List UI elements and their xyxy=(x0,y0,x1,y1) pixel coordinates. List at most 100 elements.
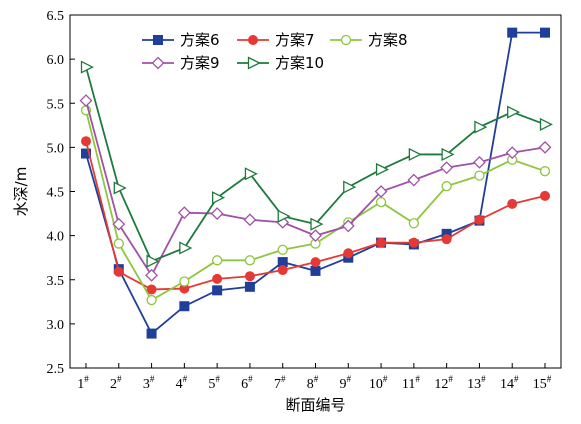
data-point xyxy=(540,190,550,201)
legend-label: 方案8 xyxy=(368,31,408,49)
data-point xyxy=(212,285,223,296)
legend-marker xyxy=(247,56,261,70)
x-tick-suffix: # xyxy=(415,374,420,384)
legend-marker xyxy=(340,34,352,46)
y-tick-label: 3.5 xyxy=(47,274,65,289)
data-point xyxy=(79,94,93,108)
x-tick-suffix: # xyxy=(84,374,89,384)
data-point xyxy=(81,136,91,147)
data-point xyxy=(179,241,193,255)
legend-marker xyxy=(153,35,163,45)
y-tick-label: 3.0 xyxy=(47,318,65,333)
data-point xyxy=(113,181,127,195)
data-point xyxy=(243,213,257,227)
data-point xyxy=(309,229,322,243)
data-point xyxy=(440,161,454,175)
data-point xyxy=(212,273,223,284)
data-point xyxy=(145,268,158,282)
data-point xyxy=(244,255,256,266)
data-point xyxy=(211,255,223,266)
y-tick-label: 4.0 xyxy=(47,230,65,245)
data-point xyxy=(408,237,419,248)
legend-item: 方案10 xyxy=(237,54,324,72)
legend-label: 方案9 xyxy=(180,54,220,72)
data-point xyxy=(473,155,486,169)
data-point xyxy=(211,191,226,205)
data-point xyxy=(375,162,390,176)
data-point xyxy=(407,173,421,187)
data-point xyxy=(474,170,485,181)
y-tick-label: 5.0 xyxy=(47,141,65,156)
data-point xyxy=(474,120,488,134)
data-point xyxy=(505,146,519,160)
legend-label: 方案10 xyxy=(275,54,324,72)
data-point xyxy=(375,196,387,208)
data-point xyxy=(539,117,553,131)
series-layer xyxy=(79,27,553,339)
legend-marker xyxy=(151,56,165,70)
data-point xyxy=(374,185,388,198)
y-tick-label: 6.0 xyxy=(47,53,65,68)
x-tick-suffix: # xyxy=(117,374,122,384)
data-point xyxy=(146,294,157,306)
data-point xyxy=(146,328,157,339)
data-point xyxy=(441,181,452,192)
data-point xyxy=(277,244,288,255)
data-point xyxy=(210,207,224,220)
y-axis-title: 水深/m xyxy=(12,167,30,217)
data-point xyxy=(441,147,455,161)
x-tick-suffix: # xyxy=(183,374,188,384)
data-point xyxy=(244,281,255,292)
x-tick-label: 1# xyxy=(77,374,89,392)
data-point xyxy=(113,238,124,249)
x-tick-suffix: # xyxy=(215,374,220,384)
data-point xyxy=(343,180,357,194)
y-tick-label: 2.5 xyxy=(47,362,65,377)
series-5 xyxy=(80,60,553,268)
x-tick-suffix: # xyxy=(448,374,453,384)
data-point xyxy=(474,214,485,225)
data-point xyxy=(146,254,160,268)
legend-marker xyxy=(248,35,258,45)
data-point xyxy=(441,234,452,245)
data-point xyxy=(538,140,552,154)
data-point xyxy=(408,218,420,229)
data-point xyxy=(112,217,126,231)
data-point xyxy=(179,301,190,312)
x-tick-label: 13# xyxy=(467,374,486,392)
x-tick-label: 4# xyxy=(176,374,188,392)
x-tick-label: 11# xyxy=(402,374,420,392)
series-3 xyxy=(80,105,551,306)
x-tick-suffix: # xyxy=(281,374,286,384)
legend-label: 方案6 xyxy=(180,31,220,49)
x-tick-label: 9# xyxy=(340,374,352,392)
data-point xyxy=(80,60,94,74)
data-point xyxy=(376,237,387,248)
x-tick-label: 12# xyxy=(434,374,453,392)
x-tick-suffix: # xyxy=(383,374,388,384)
data-point xyxy=(244,167,258,181)
data-point xyxy=(539,166,551,177)
y-tick-label: 6.5 xyxy=(47,9,65,24)
data-point xyxy=(408,147,422,161)
legend: 方案6 方案7 方案8 方案9 方案10 xyxy=(142,31,408,72)
data-point xyxy=(177,206,191,220)
legend-item: 方案7 xyxy=(237,31,315,49)
y-tick-label: 5.5 xyxy=(47,97,65,112)
series-4 xyxy=(79,94,552,282)
data-point xyxy=(310,217,324,231)
data-point xyxy=(277,209,291,223)
x-tick-label: 2# xyxy=(110,374,122,392)
data-point xyxy=(540,27,550,38)
data-point xyxy=(310,265,321,276)
x-tick-suffix: # xyxy=(547,374,552,384)
x-axis-title: 断面编号 xyxy=(285,396,345,414)
data-point xyxy=(81,148,91,159)
data-point xyxy=(507,27,518,38)
data-point xyxy=(113,266,124,277)
x-tick-label: 5# xyxy=(208,374,220,392)
x-tick-label: 14# xyxy=(500,374,519,392)
y-tick-label: 4.5 xyxy=(47,186,65,201)
x-tick-suffix: # xyxy=(347,374,352,384)
